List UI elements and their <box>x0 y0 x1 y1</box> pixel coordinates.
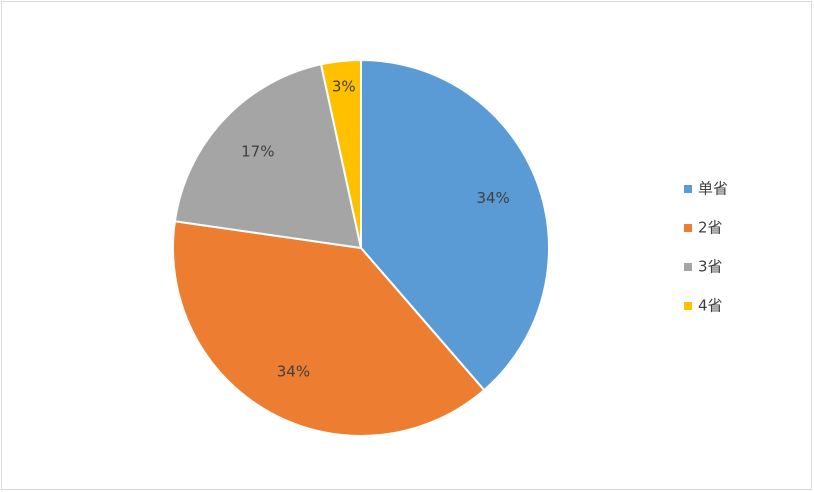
legend-label: 单省 <box>698 180 728 198</box>
legend-swatch <box>684 224 692 232</box>
legend-label: 2省 <box>698 219 723 237</box>
legend-swatch <box>684 263 692 271</box>
legend-label: 3省 <box>698 258 723 276</box>
data-label: 3% <box>332 78 356 96</box>
pie-slice <box>172 220 486 437</box>
data-label: 34% <box>277 362 310 380</box>
legend-swatch <box>684 302 692 310</box>
legend-swatch <box>684 185 692 193</box>
legend-label: 4省 <box>698 297 723 315</box>
data-label: 17% <box>241 142 274 160</box>
pie-slice <box>319 58 362 249</box>
data-label: 34% <box>476 189 509 207</box>
pie-slice <box>173 63 363 250</box>
pie-slice <box>360 58 550 392</box>
